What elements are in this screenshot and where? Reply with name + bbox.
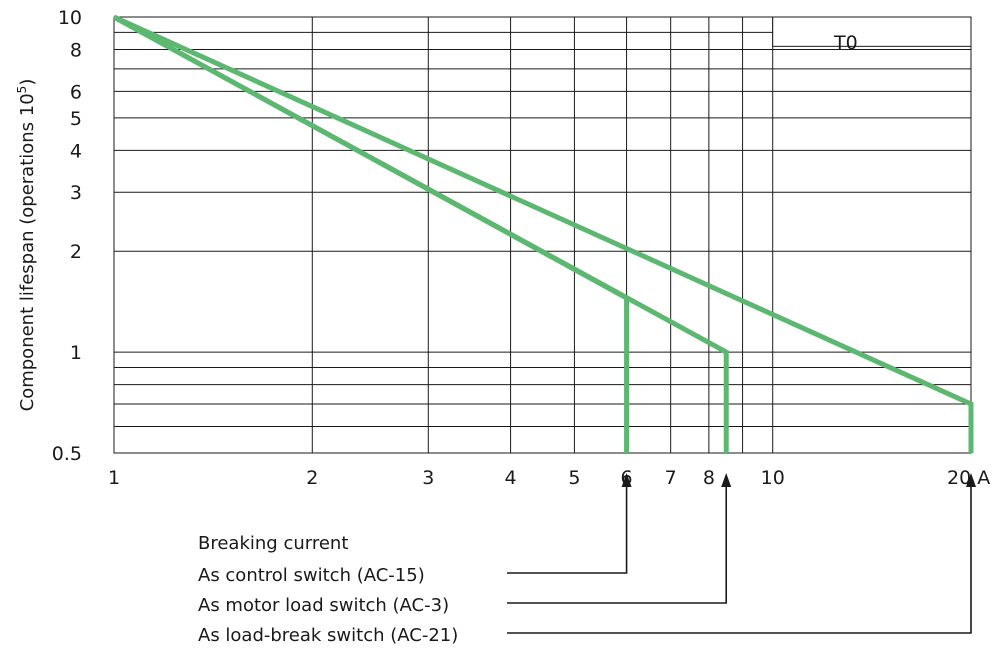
breaking-current-item: As motor load switch (AC-3) (198, 595, 449, 616)
y-axis-title: Component lifespan (operations 105) (15, 79, 38, 412)
y-tick-label: 3 (70, 182, 82, 204)
grid (113, 16, 972, 454)
x-tick-label: 5 (568, 467, 580, 489)
x-tick-label: 2 (306, 467, 318, 489)
y-tick-label: 4 (70, 140, 82, 162)
pointer-arrowhead (966, 473, 976, 487)
y-tick-label: 5 (70, 108, 82, 130)
y-tick-label: 1 (70, 342, 82, 364)
x-tick-label: 1 (108, 467, 120, 489)
pointer-line (507, 485, 972, 634)
pointer-arrowhead (721, 473, 732, 487)
y-tick-labels: 0.5 1 2 3 4 5 6 8 10 (52, 7, 82, 465)
x-tick-label: 20 A (947, 467, 990, 489)
t0-inset-box (772, 16, 972, 47)
pointer-arrowhead (621, 473, 632, 487)
y-tick-label: 2 (70, 241, 82, 263)
x-tick-label: 10 (761, 467, 785, 489)
breaking-current-heading: Breaking current (198, 533, 348, 554)
y-tick-label: 0.5 (52, 443, 82, 465)
x-tick-label: 3 (422, 467, 434, 489)
breaking-current-item: As load-break switch (AC-21) (198, 625, 458, 646)
y-tick-label: 6 (70, 81, 82, 103)
y-axis-title-close: ) (17, 79, 38, 86)
series-line-2 (112, 14, 728, 355)
breaking-current-item: As control switch (AC-15) (198, 565, 425, 586)
y-tick-label: 10 (58, 7, 82, 29)
y-axis-title-superscript: 5 (15, 86, 29, 94)
x-tick-label: 8 (703, 467, 715, 489)
x-tick-label: 4 (505, 467, 517, 489)
pointer-line (507, 485, 628, 574)
series-group (112, 14, 974, 453)
series-line-3 (112, 14, 973, 407)
plot-frame (113, 16, 972, 454)
y-tick-label: 8 (70, 39, 82, 61)
y-axis-title-main: Component lifespan (operations 10 (17, 93, 38, 411)
x-tick-label: 7 (665, 467, 677, 489)
x-tick-labels: 123456781020 A (108, 467, 990, 489)
breaking-current-legend: Breaking current As control switch (AC-1… (198, 473, 976, 646)
t0-inset-label: T0 (833, 32, 858, 54)
pointer-line (507, 485, 728, 604)
